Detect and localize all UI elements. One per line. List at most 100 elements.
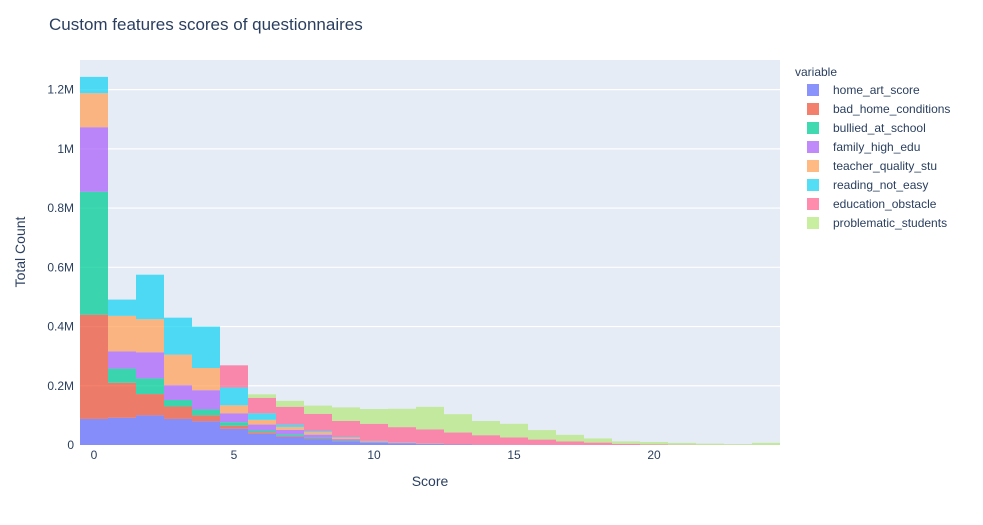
- bar-segment: [416, 406, 444, 430]
- bar-segment: [80, 127, 108, 192]
- bar-segment: [108, 368, 136, 383]
- legend-label: education_obstacle: [833, 197, 937, 211]
- bar-segment: [80, 76, 108, 94]
- bar-segment: [388, 443, 416, 445]
- bar-segment: [136, 352, 164, 379]
- bar-segment: [136, 378, 164, 395]
- legend-item[interactable]: reading_not_easy: [807, 178, 928, 192]
- bar-segment: [80, 314, 108, 419]
- legend-label: home_art_score: [833, 83, 920, 97]
- bar-segment: [108, 315, 136, 352]
- bar-segment: [248, 397, 276, 414]
- bar-segment: [416, 444, 444, 445]
- y-tick-label: 0: [67, 438, 74, 452]
- legend-label: bad_home_conditions: [833, 102, 950, 116]
- bar-segment: [276, 406, 304, 425]
- bar-segment: [220, 425, 248, 429]
- bar-segment: [304, 432, 332, 435]
- series-home_art_score: [80, 415, 612, 445]
- y-tick-label: 0.8M: [47, 201, 74, 215]
- legend-swatch: [807, 122, 819, 134]
- y-axis-ticks: 0 0.2M 0.4M 0.6M 0.8M 1M 1.2M: [47, 83, 74, 452]
- bar-segment: [220, 405, 248, 414]
- bar-segment: [136, 415, 164, 445]
- bar-segment: [332, 441, 360, 445]
- bar-segment: [220, 387, 248, 406]
- x-tick-label: 15: [507, 448, 521, 462]
- chart-title: Custom features scores of questionnaires: [49, 15, 363, 34]
- x-tick-label: 5: [231, 448, 238, 462]
- bar-segment: [752, 442, 780, 445]
- bar-segment: [472, 435, 500, 445]
- y-tick-label: 1M: [57, 142, 74, 156]
- legend-item[interactable]: family_high_edu: [807, 140, 920, 154]
- bar-segment: [304, 437, 332, 439]
- bar-segment: [360, 423, 388, 441]
- legend-item[interactable]: bad_home_conditions: [807, 102, 950, 116]
- series-education_obstacle: [220, 365, 780, 445]
- bar-segment: [304, 438, 332, 440]
- bar-segment: [332, 407, 360, 422]
- bar-segment: [248, 419, 276, 425]
- bar-segment: [80, 418, 108, 445]
- bar-segment: [304, 434, 332, 438]
- bar-segment: [360, 441, 388, 443]
- bar-segment: [360, 442, 388, 445]
- x-tick-label: 0: [91, 448, 98, 462]
- bar-segment: [388, 427, 416, 443]
- series-teacher_quality_stu: [80, 93, 444, 444]
- bar-segment: [332, 440, 360, 442]
- legend: variable home_art_score bad_home_conditio…: [795, 65, 950, 230]
- bar-segment: [444, 414, 472, 433]
- legend-title: variable: [795, 65, 837, 79]
- legend-label: bullied_at_school: [833, 121, 926, 135]
- legend-item[interactable]: education_obstacle: [807, 197, 937, 211]
- legend-swatch: [807, 179, 819, 191]
- bar-segment: [668, 442, 696, 445]
- legend-swatch: [807, 217, 819, 229]
- bar-segment: [444, 444, 472, 445]
- y-tick-label: 0.4M: [47, 320, 74, 334]
- y-tick-label: 0.2M: [47, 379, 74, 393]
- bar-segment: [136, 394, 164, 416]
- bar-segment: [276, 424, 304, 427]
- bar-segment: [304, 413, 332, 432]
- bar-segment: [444, 432, 472, 445]
- bar-segment: [136, 319, 164, 353]
- bar-segment: [248, 424, 276, 431]
- bar-segment: [332, 437, 360, 440]
- bar-segment: [696, 443, 724, 445]
- bar-segment: [164, 406, 192, 419]
- legend-item[interactable]: bullied_at_school: [807, 121, 926, 135]
- bar-segment: [276, 426, 304, 430]
- bar-segment: [276, 435, 304, 437]
- bar-segment: [108, 351, 136, 369]
- legend-label: reading_not_easy: [833, 178, 928, 192]
- bar-segment: [248, 433, 276, 445]
- legend-swatch: [807, 84, 819, 96]
- bar-segment: [360, 441, 388, 442]
- legend-item[interactable]: teacher_quality_stu: [807, 159, 937, 173]
- bar-segment: [556, 434, 584, 442]
- series-family_high_edu: [80, 127, 444, 444]
- bar-segment: [164, 317, 192, 355]
- y-tick-label: 1.2M: [47, 83, 74, 97]
- bar-segment: [80, 93, 108, 128]
- bar-segment: [640, 444, 668, 445]
- legend-item[interactable]: home_art_score: [807, 83, 920, 97]
- bar-segment: [192, 415, 220, 422]
- bar-segment: [640, 442, 668, 445]
- series-bad_home_conditions: [80, 314, 472, 445]
- bar-segment: [220, 422, 248, 426]
- legend-swatch: [807, 103, 819, 115]
- bar-segment: [192, 421, 220, 445]
- series-reading_not_easy: [80, 76, 444, 444]
- bar-segment: [276, 400, 304, 407]
- legend-item[interactable]: problematic_students: [807, 216, 947, 230]
- bar-segment: [248, 430, 276, 433]
- series-bullied_at_school: [80, 191, 444, 445]
- bar-segment: [192, 409, 220, 416]
- y-tick-label: 0.6M: [47, 260, 74, 274]
- bar-segment: [248, 413, 276, 420]
- bar-segment: [108, 299, 136, 316]
